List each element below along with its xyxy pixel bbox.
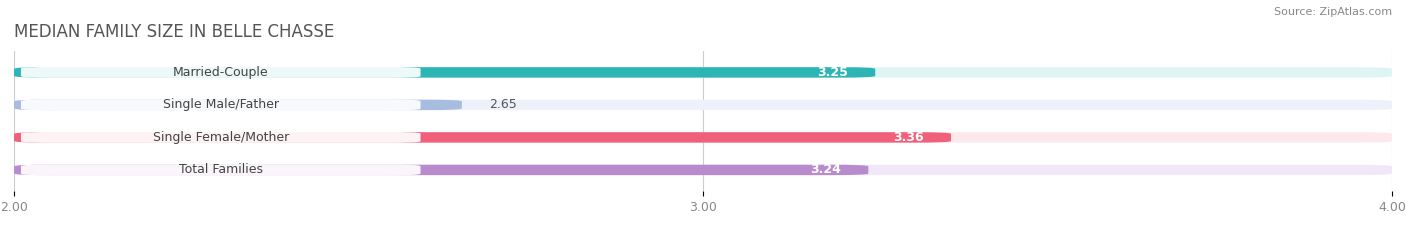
FancyBboxPatch shape [21, 99, 420, 110]
Text: 3.25: 3.25 [817, 66, 848, 79]
FancyBboxPatch shape [14, 67, 1392, 78]
FancyBboxPatch shape [21, 67, 420, 78]
Text: 3.36: 3.36 [893, 131, 924, 144]
FancyBboxPatch shape [21, 132, 420, 143]
FancyBboxPatch shape [14, 100, 461, 110]
Text: Married-Couple: Married-Couple [173, 66, 269, 79]
Text: Source: ZipAtlas.com: Source: ZipAtlas.com [1274, 7, 1392, 17]
FancyBboxPatch shape [14, 165, 1392, 175]
FancyBboxPatch shape [14, 100, 1392, 110]
Text: 2.65: 2.65 [489, 98, 517, 111]
FancyBboxPatch shape [14, 132, 950, 143]
FancyBboxPatch shape [14, 132, 1392, 143]
Text: Single Female/Mother: Single Female/Mother [153, 131, 288, 144]
Text: MEDIAN FAMILY SIZE IN BELLE CHASSE: MEDIAN FAMILY SIZE IN BELLE CHASSE [14, 23, 335, 41]
FancyBboxPatch shape [14, 67, 876, 78]
FancyBboxPatch shape [14, 165, 869, 175]
Text: Total Families: Total Families [179, 163, 263, 176]
Text: Single Male/Father: Single Male/Father [163, 98, 278, 111]
Text: 3.24: 3.24 [810, 163, 841, 176]
FancyBboxPatch shape [21, 164, 420, 175]
